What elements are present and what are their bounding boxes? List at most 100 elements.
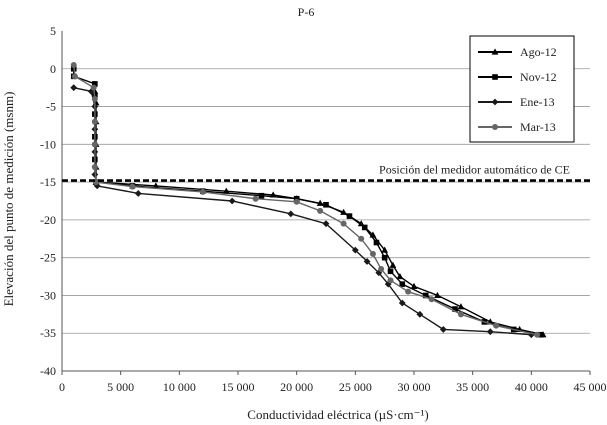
y-tick-labels: 5 0 -5 -10 -15 -20 -25 -30 -35 -40 — [40, 24, 56, 378]
data-point-ago-12 — [381, 246, 389, 253]
legend-swatch-marker — [491, 98, 499, 106]
y-tick-label: -40 — [40, 364, 56, 378]
data-point-nov-12 — [422, 292, 429, 299]
x-tick-label: 10 000 — [163, 380, 196, 394]
x-tick-label: 45 000 — [574, 380, 607, 394]
series-line-ene-13 — [73, 87, 532, 336]
legend-label: Ago-12 — [520, 45, 557, 59]
y-axis-label: Elevación del punto de medición (msnm) — [1, 92, 16, 307]
data-point-nov-12 — [537, 331, 544, 338]
y-tick-label: 0 — [50, 62, 56, 76]
legend-swatch-marker — [491, 48, 499, 55]
y-tick-label: -20 — [40, 213, 56, 227]
data-point-ene-13 — [70, 84, 78, 92]
y-tick-label: -35 — [40, 326, 56, 340]
data-point-mar-13 — [91, 118, 98, 125]
series-mar-13 — [70, 62, 541, 338]
data-point-ago-12 — [457, 303, 465, 310]
data-point-mar-13 — [70, 62, 77, 68]
data-point-ene-13 — [486, 328, 494, 336]
data-point-mar-13 — [129, 183, 136, 190]
data-point-nov-12 — [387, 268, 394, 275]
data-point-mar-13 — [387, 277, 394, 284]
y-tick-label: 5 — [50, 24, 56, 38]
data-point-mar-13 — [369, 250, 376, 257]
x-tick-label: 40 000 — [515, 380, 548, 394]
data-point-mar-13 — [90, 84, 97, 91]
data-point-mar-13 — [493, 322, 500, 329]
x-axis-label: Conductividad eléctrica (µS·cm⁻¹) — [247, 407, 428, 422]
legend-item-nov-12: Nov-12 — [478, 70, 557, 84]
data-point-mar-13 — [252, 195, 259, 202]
data-point-mar-13 — [317, 207, 324, 214]
data-point-ene-13 — [134, 190, 142, 197]
legend-box — [469, 35, 575, 143]
data-point-mar-13 — [91, 141, 98, 148]
data-point-ago-12 — [410, 282, 418, 289]
reference-line-label: Posición del medidor automático de CE — [379, 163, 570, 177]
x-tick-label: 5 000 — [107, 380, 134, 394]
grid — [62, 68, 590, 334]
legend-item-mar-13: Mar-13 — [478, 120, 556, 134]
y-tick-label: -15 — [40, 175, 56, 189]
data-point-ene-13 — [287, 210, 295, 218]
data-point-ene-13 — [351, 246, 359, 254]
x-tick-label: 15 000 — [222, 380, 255, 394]
data-point-ene-13 — [416, 310, 424, 318]
legend-label: Nov-12 — [520, 70, 557, 84]
data-point-mar-13 — [71, 73, 78, 80]
x-tick-label: 35 000 — [456, 380, 489, 394]
y-tick-label: -10 — [40, 137, 56, 151]
legend-item-ago-12: Ago-12 — [478, 45, 557, 59]
data-point-mar-13 — [91, 96, 98, 102]
data-point-mar-13 — [534, 331, 541, 338]
legend-swatch-marker — [492, 74, 498, 80]
data-point-ago-12 — [396, 272, 404, 280]
data-point-ene-13 — [228, 197, 236, 205]
legend-label: Mar-13 — [520, 120, 556, 134]
y-tick-label: -30 — [40, 288, 56, 302]
data-point-nov-12 — [381, 254, 388, 261]
x-tick-label: 0 — [59, 380, 65, 394]
data-point-nov-12 — [361, 224, 368, 231]
data-point-ago-12 — [434, 291, 441, 299]
data-point-mar-13 — [340, 220, 347, 227]
data-point-mar-13 — [199, 188, 206, 195]
legend-swatch-marker — [492, 124, 498, 130]
data-point-nov-12 — [373, 239, 380, 246]
legend-label: Ene-13 — [520, 95, 555, 109]
x-tick-label: 20 000 — [280, 380, 313, 394]
axes — [61, 31, 590, 372]
data-point-nov-12 — [323, 201, 329, 208]
data-point-nov-12 — [293, 195, 300, 202]
series-group — [70, 62, 547, 339]
data-point-ene-13 — [398, 299, 406, 307]
data-point-nov-12 — [258, 192, 265, 199]
data-point-ene-13 — [439, 326, 447, 333]
data-point-mar-13 — [457, 311, 464, 318]
legend: Ago-12 Nov-12 Ene-13 Mar-13 — [469, 35, 575, 143]
data-point-ene-13 — [322, 220, 330, 228]
data-point-mar-13 — [428, 296, 435, 303]
data-point-ene-13 — [375, 269, 383, 277]
series-ene-13 — [70, 84, 535, 339]
data-point-mar-13 — [91, 164, 98, 170]
data-point-mar-13 — [358, 235, 365, 242]
x-tick-label: 30 000 — [398, 380, 431, 394]
chart-title: P-6 — [298, 5, 315, 19]
data-point-mar-13 — [405, 288, 412, 295]
y-tick-label: -25 — [40, 251, 56, 265]
data-point-mar-13 — [378, 266, 385, 272]
data-point-nov-12 — [346, 213, 353, 219]
data-point-mar-13 — [293, 198, 300, 205]
x-tick-label: 25 000 — [339, 380, 372, 394]
legend-item-ene-13: Ene-13 — [478, 95, 555, 109]
data-point-nov-12 — [399, 281, 406, 287]
data-point-nov-12 — [452, 306, 458, 312]
data-point-nov-12 — [92, 81, 98, 87]
data-point-ago-12 — [389, 261, 397, 268]
data-point-ene-13 — [363, 258, 371, 265]
x-tick-labels: 0 5 000 10 000 15 000 20 000 25 000 30 000 35 0… — [59, 371, 607, 394]
y-tick-label: -5 — [46, 100, 56, 114]
